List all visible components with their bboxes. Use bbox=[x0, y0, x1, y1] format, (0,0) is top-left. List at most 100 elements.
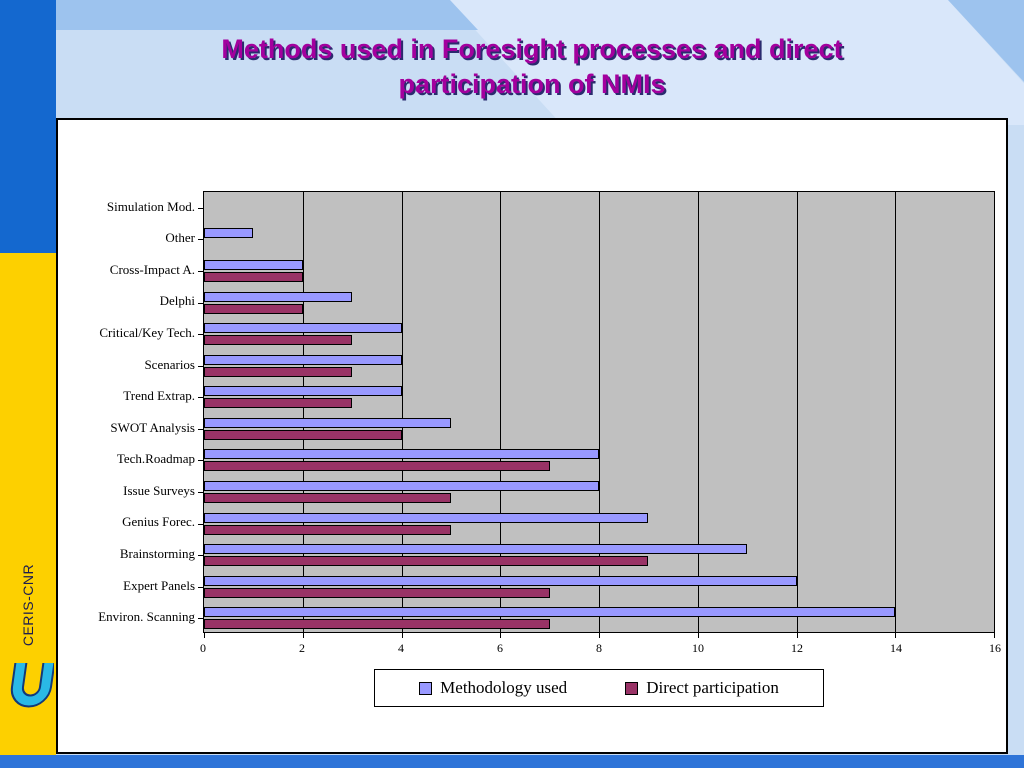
bar-direct-participation-tech-roadmap bbox=[204, 461, 550, 472]
legend-label-methodology-used: Methodology used bbox=[440, 678, 568, 697]
bar-direct-participation-swot-analysis bbox=[204, 429, 402, 440]
bar-methodology-used-issue-surveys bbox=[204, 480, 599, 491]
category-label-issue-surveys: Issue Surveys bbox=[123, 482, 195, 498]
gridline bbox=[302, 192, 304, 632]
gridline bbox=[599, 192, 600, 632]
bar-methodology-used-expert-panels bbox=[204, 575, 797, 586]
background-arrow-decoration bbox=[56, 0, 1024, 125]
y-axis-tick bbox=[198, 334, 203, 336]
y-axis-tick bbox=[198, 365, 203, 367]
x-axis-tick bbox=[500, 633, 502, 638]
y-axis-labels: Simulation Mod. Other Cross-Impact A. Delph… bbox=[58, 191, 195, 633]
bar-direct-participation-critical-key-tech- bbox=[204, 335, 353, 346]
gridline bbox=[697, 192, 699, 632]
bar-methodology-used-cross-impact-a- bbox=[204, 259, 303, 270]
bar-methodology-used-trend-extrap- bbox=[204, 386, 402, 397]
slide-title-line2: participation of NMIs bbox=[398, 69, 666, 100]
gridline bbox=[895, 192, 897, 632]
bar-direct-participation-trend-extrap- bbox=[204, 398, 353, 409]
category-label-brainstorming: Brainstorming bbox=[119, 546, 195, 562]
bottom-border-bar bbox=[0, 755, 1024, 768]
x-axis-labels: 0 2 4 6 8 10 12 14 16 bbox=[200, 641, 1001, 659]
bar-methodology-used-tech-roadmap bbox=[204, 449, 599, 460]
cnr-logo-icon bbox=[10, 663, 56, 708]
x-axis-tick-label: 2 bbox=[299, 641, 305, 655]
x-axis-tick bbox=[796, 633, 798, 638]
x-axis-tick bbox=[697, 633, 699, 638]
sidebar-label-ceris-cnr: CERIS-CNR bbox=[20, 563, 36, 647]
bar-methodology-used-scenarios bbox=[204, 354, 402, 365]
x-axis-tick-label: 0 bbox=[200, 641, 206, 655]
bar-methodology-used-environ-scanning bbox=[204, 607, 896, 618]
x-axis-tick bbox=[204, 633, 205, 638]
x-axis-tick bbox=[401, 633, 403, 638]
x-axis-tick bbox=[302, 633, 304, 638]
y-axis-tick bbox=[198, 428, 203, 430]
category-label-genius-forec-: Genius Forec. bbox=[122, 514, 195, 530]
bar-methodology-used-delphi bbox=[204, 291, 353, 302]
category-label-tech-roadmap: Tech.Roadmap bbox=[116, 451, 195, 467]
bar-direct-participation-cross-impact-a- bbox=[204, 271, 303, 282]
bar-methodology-used-swot-analysis bbox=[204, 417, 451, 428]
legend-item-direct-participation: Direct participation bbox=[625, 678, 779, 698]
sidebar-blue-block bbox=[0, 0, 56, 253]
bar-direct-participation-issue-surveys bbox=[204, 492, 451, 503]
x-axis-tick-label: 12 bbox=[791, 641, 803, 655]
x-axis-tick-label: 16 bbox=[989, 641, 1001, 655]
x-axis-tick bbox=[599, 633, 600, 638]
slide-title-line1: Methods used in Foresight processes and … bbox=[221, 34, 843, 64]
y-axis-tick bbox=[198, 270, 203, 272]
legend-swatch-methodology-used bbox=[419, 681, 433, 695]
x-axis-tick bbox=[895, 633, 897, 638]
y-axis-tick bbox=[198, 397, 203, 399]
x-axis-tick-label: 10 bbox=[692, 641, 704, 655]
category-label-trend-extrap-: Trend Extrap. bbox=[123, 388, 195, 404]
gridline bbox=[994, 192, 995, 632]
legend-swatch-direct-participation bbox=[625, 681, 639, 695]
category-label-swot-analysis: SWOT Analysis bbox=[110, 419, 195, 435]
sidebar-label-wrap: CERIS-CNR bbox=[0, 545, 56, 665]
bar-direct-participation-genius-forec- bbox=[204, 524, 451, 535]
y-axis-tick bbox=[198, 239, 203, 241]
category-label-critical-key-tech-: Critical/Key Tech. bbox=[99, 325, 195, 341]
category-label-simulation-mod-: Simulation Mod. bbox=[106, 198, 195, 214]
slide-title: Methods used in Foresight processes and … bbox=[56, 32, 1008, 102]
category-label-environ-scanning: Environ. Scanning bbox=[98, 609, 195, 625]
y-axis-tick bbox=[198, 207, 203, 209]
category-label-cross-impact-a-: Cross-Impact A. bbox=[109, 261, 195, 277]
chart-frame: Simulation Mod. Other Cross-Impact A. Delph… bbox=[56, 118, 1008, 754]
bar-methodology-used-genius-forec- bbox=[204, 512, 649, 523]
y-axis-tick bbox=[198, 586, 203, 588]
gridline bbox=[796, 192, 798, 632]
x-axis-tick-label: 8 bbox=[596, 641, 602, 655]
bar-direct-participation-brainstorming bbox=[204, 556, 649, 567]
bar-direct-participation-expert-panels bbox=[204, 587, 550, 598]
bar-methodology-used-critical-key-tech- bbox=[204, 323, 402, 334]
x-axis-tick-label: 6 bbox=[497, 641, 503, 655]
plot-area bbox=[198, 191, 995, 638]
y-axis-tick bbox=[198, 523, 203, 525]
legend-label-direct-participation: Direct participation bbox=[646, 678, 779, 697]
bar-methodology-used-other bbox=[204, 228, 254, 239]
y-axis-tick bbox=[198, 302, 203, 304]
x-axis-tick-label: 14 bbox=[890, 641, 902, 655]
bar-direct-participation-delphi bbox=[204, 303, 303, 314]
chart-legend: Methodology used Direct participation bbox=[374, 669, 824, 707]
y-axis-tick bbox=[198, 618, 203, 620]
legend-item-methodology-used: Methodology used bbox=[419, 678, 567, 698]
category-label-scenarios: Scenarios bbox=[144, 356, 195, 372]
category-label-delphi: Delphi bbox=[159, 293, 195, 309]
x-axis-tick bbox=[994, 633, 995, 638]
y-axis-tick bbox=[198, 460, 203, 462]
category-label-other: Other bbox=[165, 230, 195, 246]
x-axis-tick-label: 4 bbox=[398, 641, 404, 655]
bar-methodology-used-brainstorming bbox=[204, 544, 748, 555]
y-axis-tick bbox=[198, 491, 203, 493]
y-axis-tick bbox=[198, 555, 203, 557]
category-label-expert-panels: Expert Panels bbox=[123, 577, 195, 593]
bar-direct-participation-environ-scanning bbox=[204, 619, 550, 630]
cnr-logo bbox=[6, 655, 56, 715]
gridline bbox=[500, 192, 502, 632]
bar-direct-participation-scenarios bbox=[204, 366, 353, 377]
